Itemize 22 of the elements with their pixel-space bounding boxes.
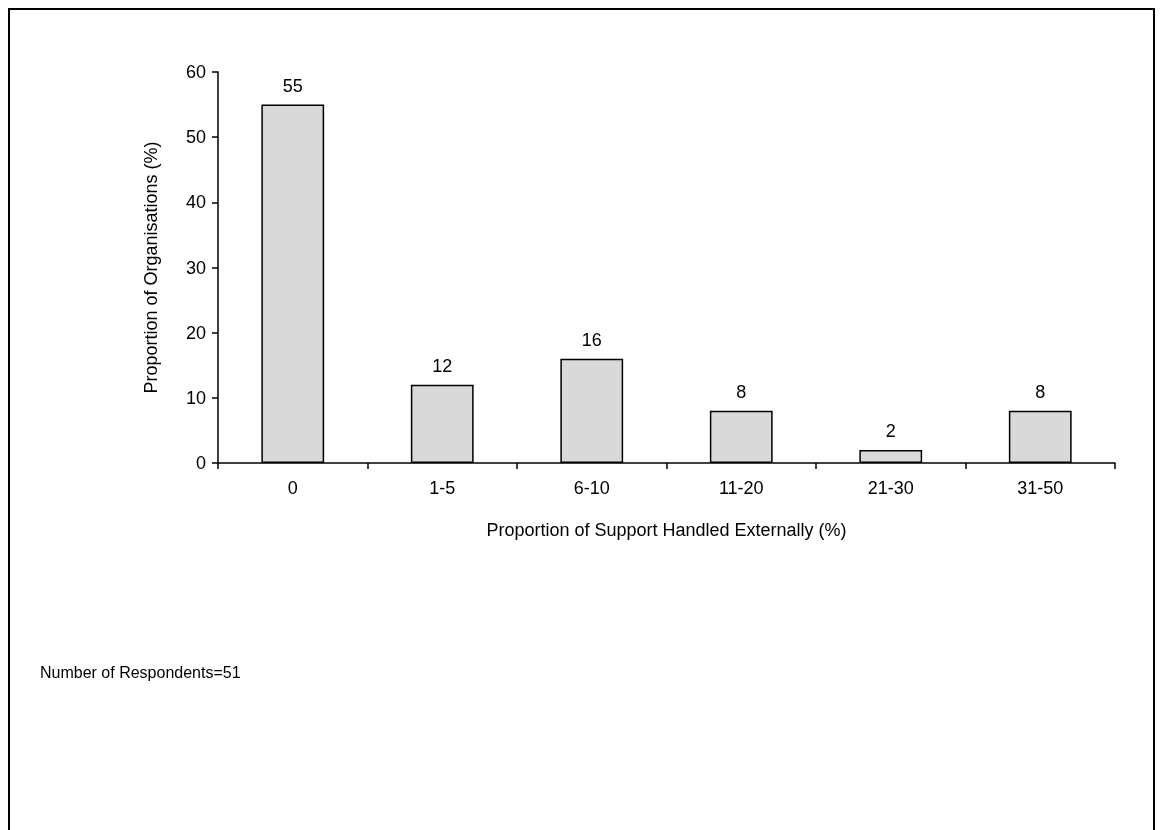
y-tick-label: 10 <box>185 387 206 408</box>
data-label: 8 <box>1035 381 1046 402</box>
x-tick-label: 11-20 <box>718 478 764 498</box>
x-tick-label: 1-5 <box>429 478 456 498</box>
x-tick-label: 31-50 <box>1017 478 1064 498</box>
data-label: 12 <box>432 355 453 376</box>
x-tick-label: 6-10 <box>573 478 610 498</box>
y-tick-label: 50 <box>185 127 206 148</box>
y-axis-title: Proportion of Organisations (%) <box>141 141 161 394</box>
x-tick-label: 21-30 <box>867 478 914 498</box>
y-tick-label: 0 <box>195 453 206 473</box>
y-tick-label: 30 <box>185 257 206 278</box>
y-tick-label: 20 <box>185 322 206 343</box>
y-tick-label: 40 <box>185 192 206 213</box>
x-tick-label: 0 <box>287 478 298 498</box>
text: Number of Respondents=51 <box>40 663 241 681</box>
y-tick-label: 60 <box>185 62 206 82</box>
data-label: 55 <box>282 75 303 96</box>
data-label: 16 <box>581 329 602 350</box>
x-axis-title: Proportion of Support Handled Externally (%) <box>486 520 847 540</box>
data-label: 2 <box>885 420 896 441</box>
data-label: 8 <box>736 381 747 402</box>
